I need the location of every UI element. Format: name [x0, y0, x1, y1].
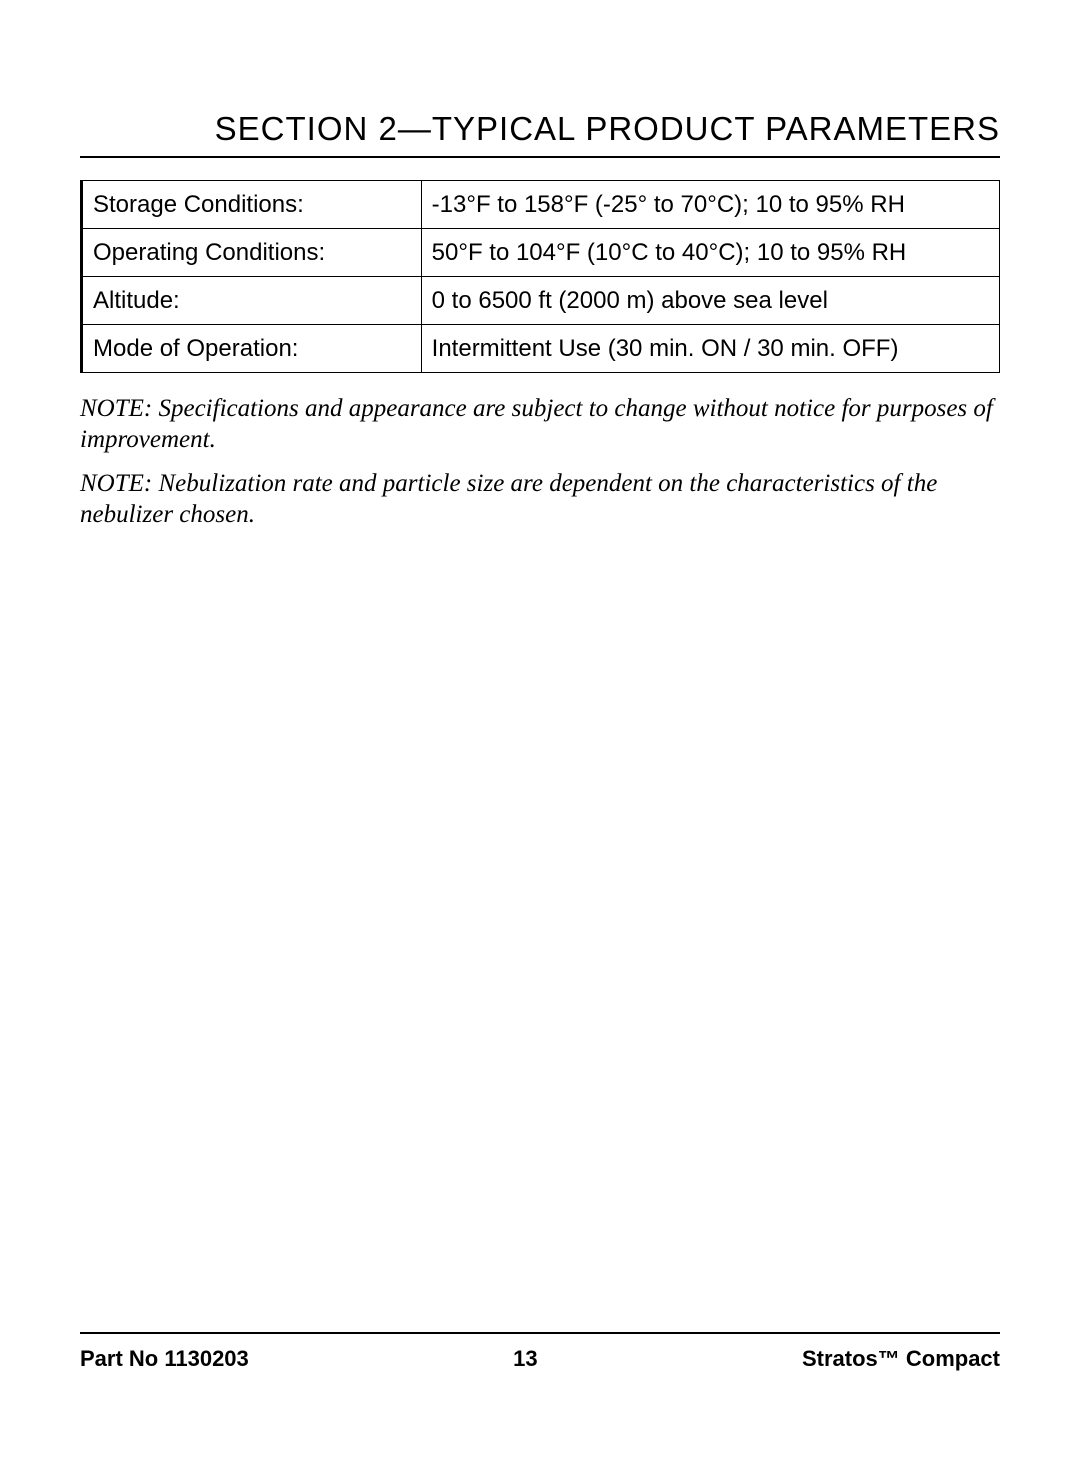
- table-row: Mode of Operation: Intermittent Use (30 …: [82, 325, 1000, 373]
- spec-value: -13°F to 158°F (-25° to 70°C); 10 to 95%…: [421, 181, 999, 229]
- footer-part-no: Part No 1130203: [80, 1346, 249, 1372]
- table-row: Operating Conditions: 50°F to 104°F (10°…: [82, 229, 1000, 277]
- spec-table: Storage Conditions: -13°F to 158°F (-25°…: [80, 180, 1000, 373]
- spec-value: 0 to 6500 ft (2000 m) above sea level: [421, 277, 999, 325]
- spec-label: Operating Conditions:: [82, 229, 422, 277]
- document-page: SECTION 2—TYPICAL PRODUCT PARAMETERS Sto…: [0, 0, 1080, 1472]
- notes-block: NOTE: Specifications and appearance are …: [80, 393, 1000, 530]
- footer-page-number: 13: [249, 1346, 802, 1372]
- note-text: NOTE: Nebulization rate and particle siz…: [80, 468, 1000, 531]
- page-footer: Part No 1130203 13 Stratos™ Compact: [80, 1332, 1000, 1372]
- spec-value: 50°F to 104°F (10°C to 40°C); 10 to 95% …: [421, 229, 999, 277]
- section-title: SECTION 2—TYPICAL PRODUCT PARAMETERS: [80, 110, 1000, 158]
- table-row: Altitude: 0 to 6500 ft (2000 m) above se…: [82, 277, 1000, 325]
- spec-label: Altitude:: [82, 277, 422, 325]
- spec-label: Mode of Operation:: [82, 325, 422, 373]
- footer-product-name: Stratos™ Compact: [802, 1346, 1000, 1372]
- spec-label: Storage Conditions:: [82, 181, 422, 229]
- spec-value: Intermittent Use (30 min. ON / 30 min. O…: [421, 325, 999, 373]
- note-text: NOTE: Specifications and appearance are …: [80, 393, 1000, 456]
- table-row: Storage Conditions: -13°F to 158°F (-25°…: [82, 181, 1000, 229]
